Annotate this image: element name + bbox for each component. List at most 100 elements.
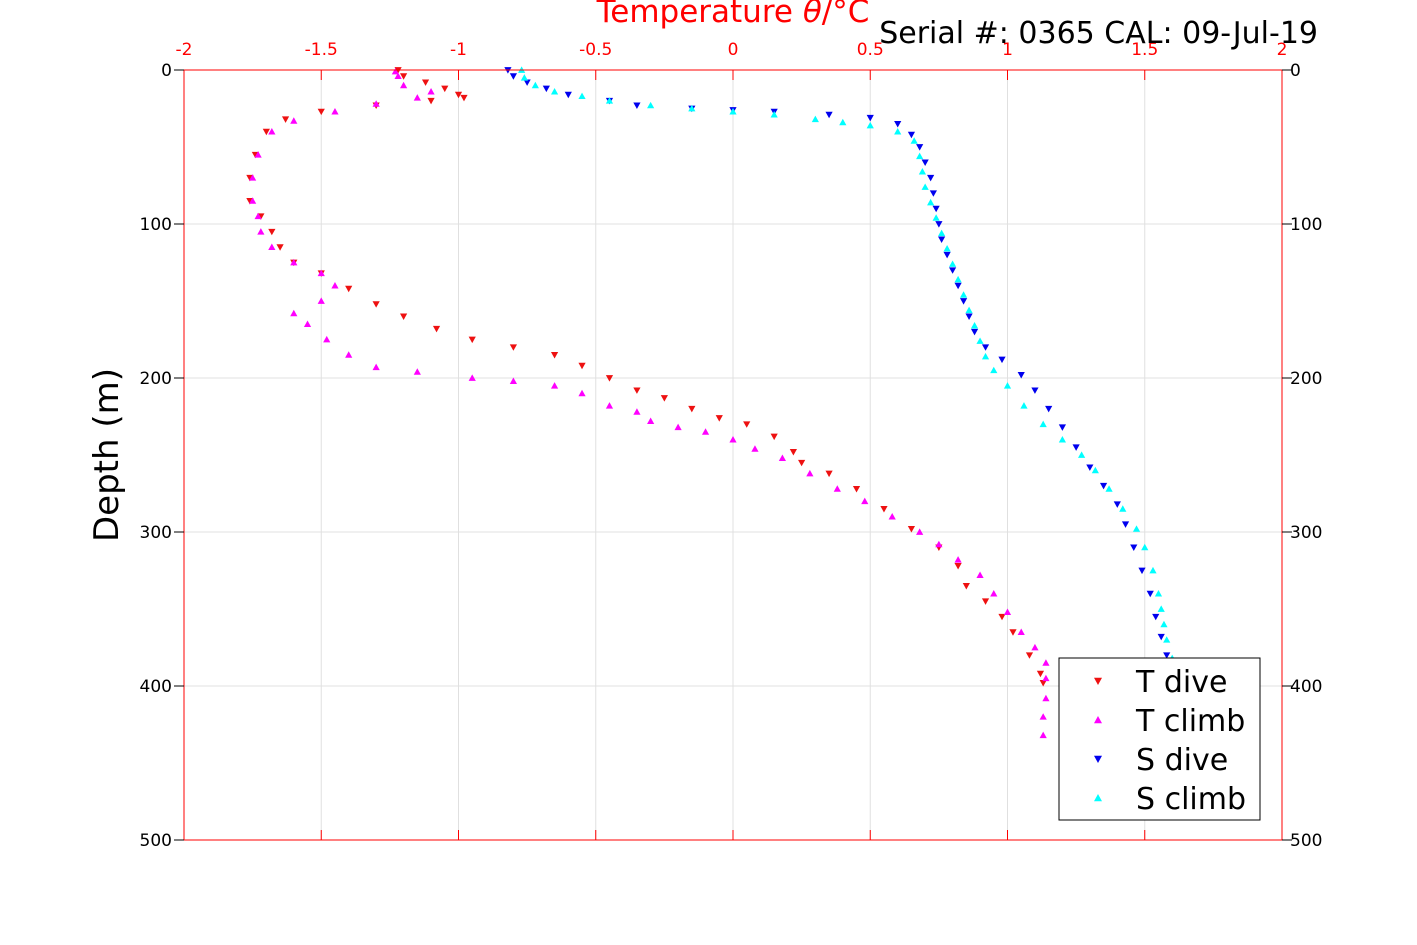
t-dive-point — [605, 375, 614, 382]
chart-title: Temperature θ/°C — [596, 0, 870, 30]
t-dive-point — [509, 344, 517, 351]
x-tick-label: 0.5 — [857, 40, 884, 60]
s-climb-point — [866, 121, 874, 129]
t-climb-point — [990, 590, 998, 597]
t-climb-point — [778, 454, 787, 461]
t-dive-point — [317, 108, 325, 116]
t-climb-point — [268, 243, 276, 250]
t-climb-point — [751, 445, 759, 452]
s-climb-point — [976, 337, 984, 344]
t-climb-point — [1031, 643, 1039, 651]
t-climb-point — [976, 571, 984, 578]
s-dive-point — [921, 159, 929, 166]
s-climb-point — [770, 111, 778, 118]
s-climb-point — [1157, 605, 1165, 612]
t-climb-point — [394, 72, 402, 80]
t-climb-point — [509, 377, 517, 384]
s-dive-point — [1113, 501, 1121, 508]
s-climb-point — [943, 245, 951, 252]
s-dive-point — [929, 190, 937, 197]
s-climb-point — [550, 87, 559, 95]
s-dive-point — [825, 111, 833, 119]
t-climb-point — [249, 174, 257, 181]
s-climb-point — [1105, 485, 1113, 492]
s-climb-point — [1154, 590, 1163, 597]
t-climb-point — [468, 374, 476, 381]
s-climb-point — [520, 74, 528, 81]
s-climb-point — [938, 229, 946, 237]
t-climb-point — [888, 513, 896, 520]
s-dive-point — [1121, 521, 1130, 528]
s-climb-point — [1020, 402, 1028, 409]
s-climb-point — [949, 260, 957, 267]
y-axis-label: Depth (m) — [87, 368, 127, 542]
s-climb-point — [970, 322, 979, 329]
t-climb-point — [317, 297, 325, 304]
t-climb-point — [633, 408, 641, 415]
s-climb-point — [1119, 505, 1127, 512]
t-dive-point — [345, 285, 353, 293]
t-climb-point — [1042, 659, 1050, 666]
y-tick-label-left: 200 — [140, 369, 172, 389]
s-dive-point — [1072, 444, 1080, 451]
t-climb-point — [400, 81, 408, 89]
t-climb-point — [605, 402, 614, 409]
x-tick-label: -1 — [450, 40, 467, 60]
y-tick-label-right: 100 — [1290, 215, 1322, 235]
t-climb-point — [290, 258, 298, 266]
t-climb-point — [254, 212, 262, 220]
t-dive-point — [1009, 629, 1017, 636]
s-dive-point — [564, 91, 572, 99]
legend-marker-s-climb — [1094, 794, 1102, 802]
t-dive-point — [432, 325, 441, 333]
t-climb-point — [345, 351, 353, 358]
s-dive-point — [916, 144, 924, 151]
t-climb-point — [413, 94, 421, 101]
t-climb-point — [833, 485, 841, 492]
t-climb-point — [331, 107, 339, 115]
t-dive-point — [954, 563, 962, 570]
s-dive-point — [1086, 464, 1094, 471]
s-climb-point — [918, 168, 927, 175]
s-dive-point — [998, 356, 1006, 364]
s-climb-point — [1091, 466, 1099, 474]
t-dive-point — [268, 228, 276, 236]
t-dive-point — [633, 387, 641, 394]
x-tick-label: 2 — [1277, 40, 1288, 60]
s-climb-point — [531, 81, 539, 89]
s-dive-point — [959, 298, 968, 305]
x-tick-label: 1 — [1002, 40, 1013, 60]
s-dive-point — [965, 313, 973, 320]
s-dive-point — [1163, 652, 1171, 659]
t-dive-point — [400, 73, 408, 80]
t-climb-point — [290, 117, 298, 124]
t-climb-point — [257, 228, 265, 235]
t-dive-point — [1036, 670, 1045, 678]
y-tick-label-left: 500 — [140, 831, 172, 851]
s-climb-point — [954, 275, 962, 283]
t-climb-point — [372, 100, 380, 107]
t-climb-point — [1042, 694, 1050, 702]
t-climb-point — [954, 556, 962, 563]
y-tick-label-right: 200 — [1290, 369, 1322, 389]
t-climb-point — [647, 417, 655, 424]
t-climb-point — [550, 382, 559, 389]
legend-label-s-dive: S dive — [1136, 743, 1228, 778]
legend-marker-s-dive — [1094, 755, 1102, 763]
s-dive-point — [1138, 567, 1146, 575]
t-climb-point — [249, 197, 257, 204]
s-dive-point — [935, 221, 943, 228]
t-dive-point — [880, 506, 888, 513]
t-dive-point — [578, 362, 586, 370]
legend-label-t-climb: T climb — [1135, 704, 1245, 739]
t-climb-point — [1003, 608, 1012, 615]
s-climb-point — [1141, 543, 1149, 551]
s-climb-point — [894, 128, 902, 135]
t-dive-point — [743, 421, 751, 428]
t-climb-point — [1039, 731, 1047, 739]
t-dive-point — [550, 352, 559, 359]
s-climb-point — [990, 366, 998, 374]
t-dive-point — [907, 526, 916, 533]
t-climb-point — [861, 497, 869, 505]
t-climb-point — [290, 309, 298, 317]
